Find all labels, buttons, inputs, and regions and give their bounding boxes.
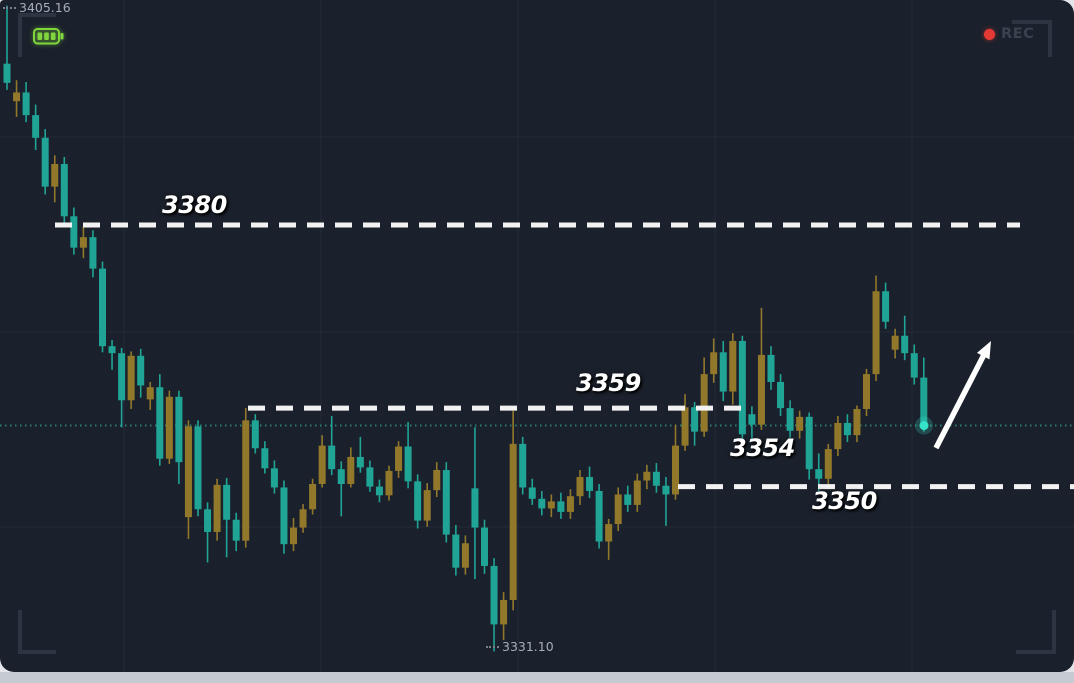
bottom-edge-strip	[0, 672, 1074, 683]
rec-dot-icon	[984, 28, 995, 40]
up-arrow-head-icon	[977, 341, 991, 360]
viewfinder-corner-top-left-icon	[18, 13, 56, 57]
low-price-value: 3331.10	[502, 639, 554, 654]
viewfinder-corner-top-right-icon	[1012, 20, 1052, 57]
rec-label: REC	[1001, 26, 1035, 42]
price-level-label-3359: 3359	[576, 369, 641, 397]
viewfinder-corner-bottom-right-icon	[1016, 610, 1056, 654]
low-price-marker: 3331.10	[486, 639, 554, 654]
high-price-value: 3405.16	[19, 0, 71, 15]
up-arrow-shaft	[933, 350, 989, 450]
rec-indicator: REC	[984, 26, 1034, 42]
candles	[3, 5, 928, 652]
battery-icon	[33, 28, 64, 45]
current-price-dot	[919, 421, 929, 431]
viewfinder-corner-bottom-left-icon	[18, 610, 56, 654]
low-marker-tick-icon	[486, 646, 499, 649]
price-level-label-3380: 3380	[162, 191, 227, 219]
price-level-label-3350: 3350	[812, 487, 877, 515]
high-price-marker: 3405.16	[3, 0, 71, 15]
high-marker-tick-icon	[3, 7, 16, 10]
price-annotation-3354: 3354	[730, 434, 795, 462]
